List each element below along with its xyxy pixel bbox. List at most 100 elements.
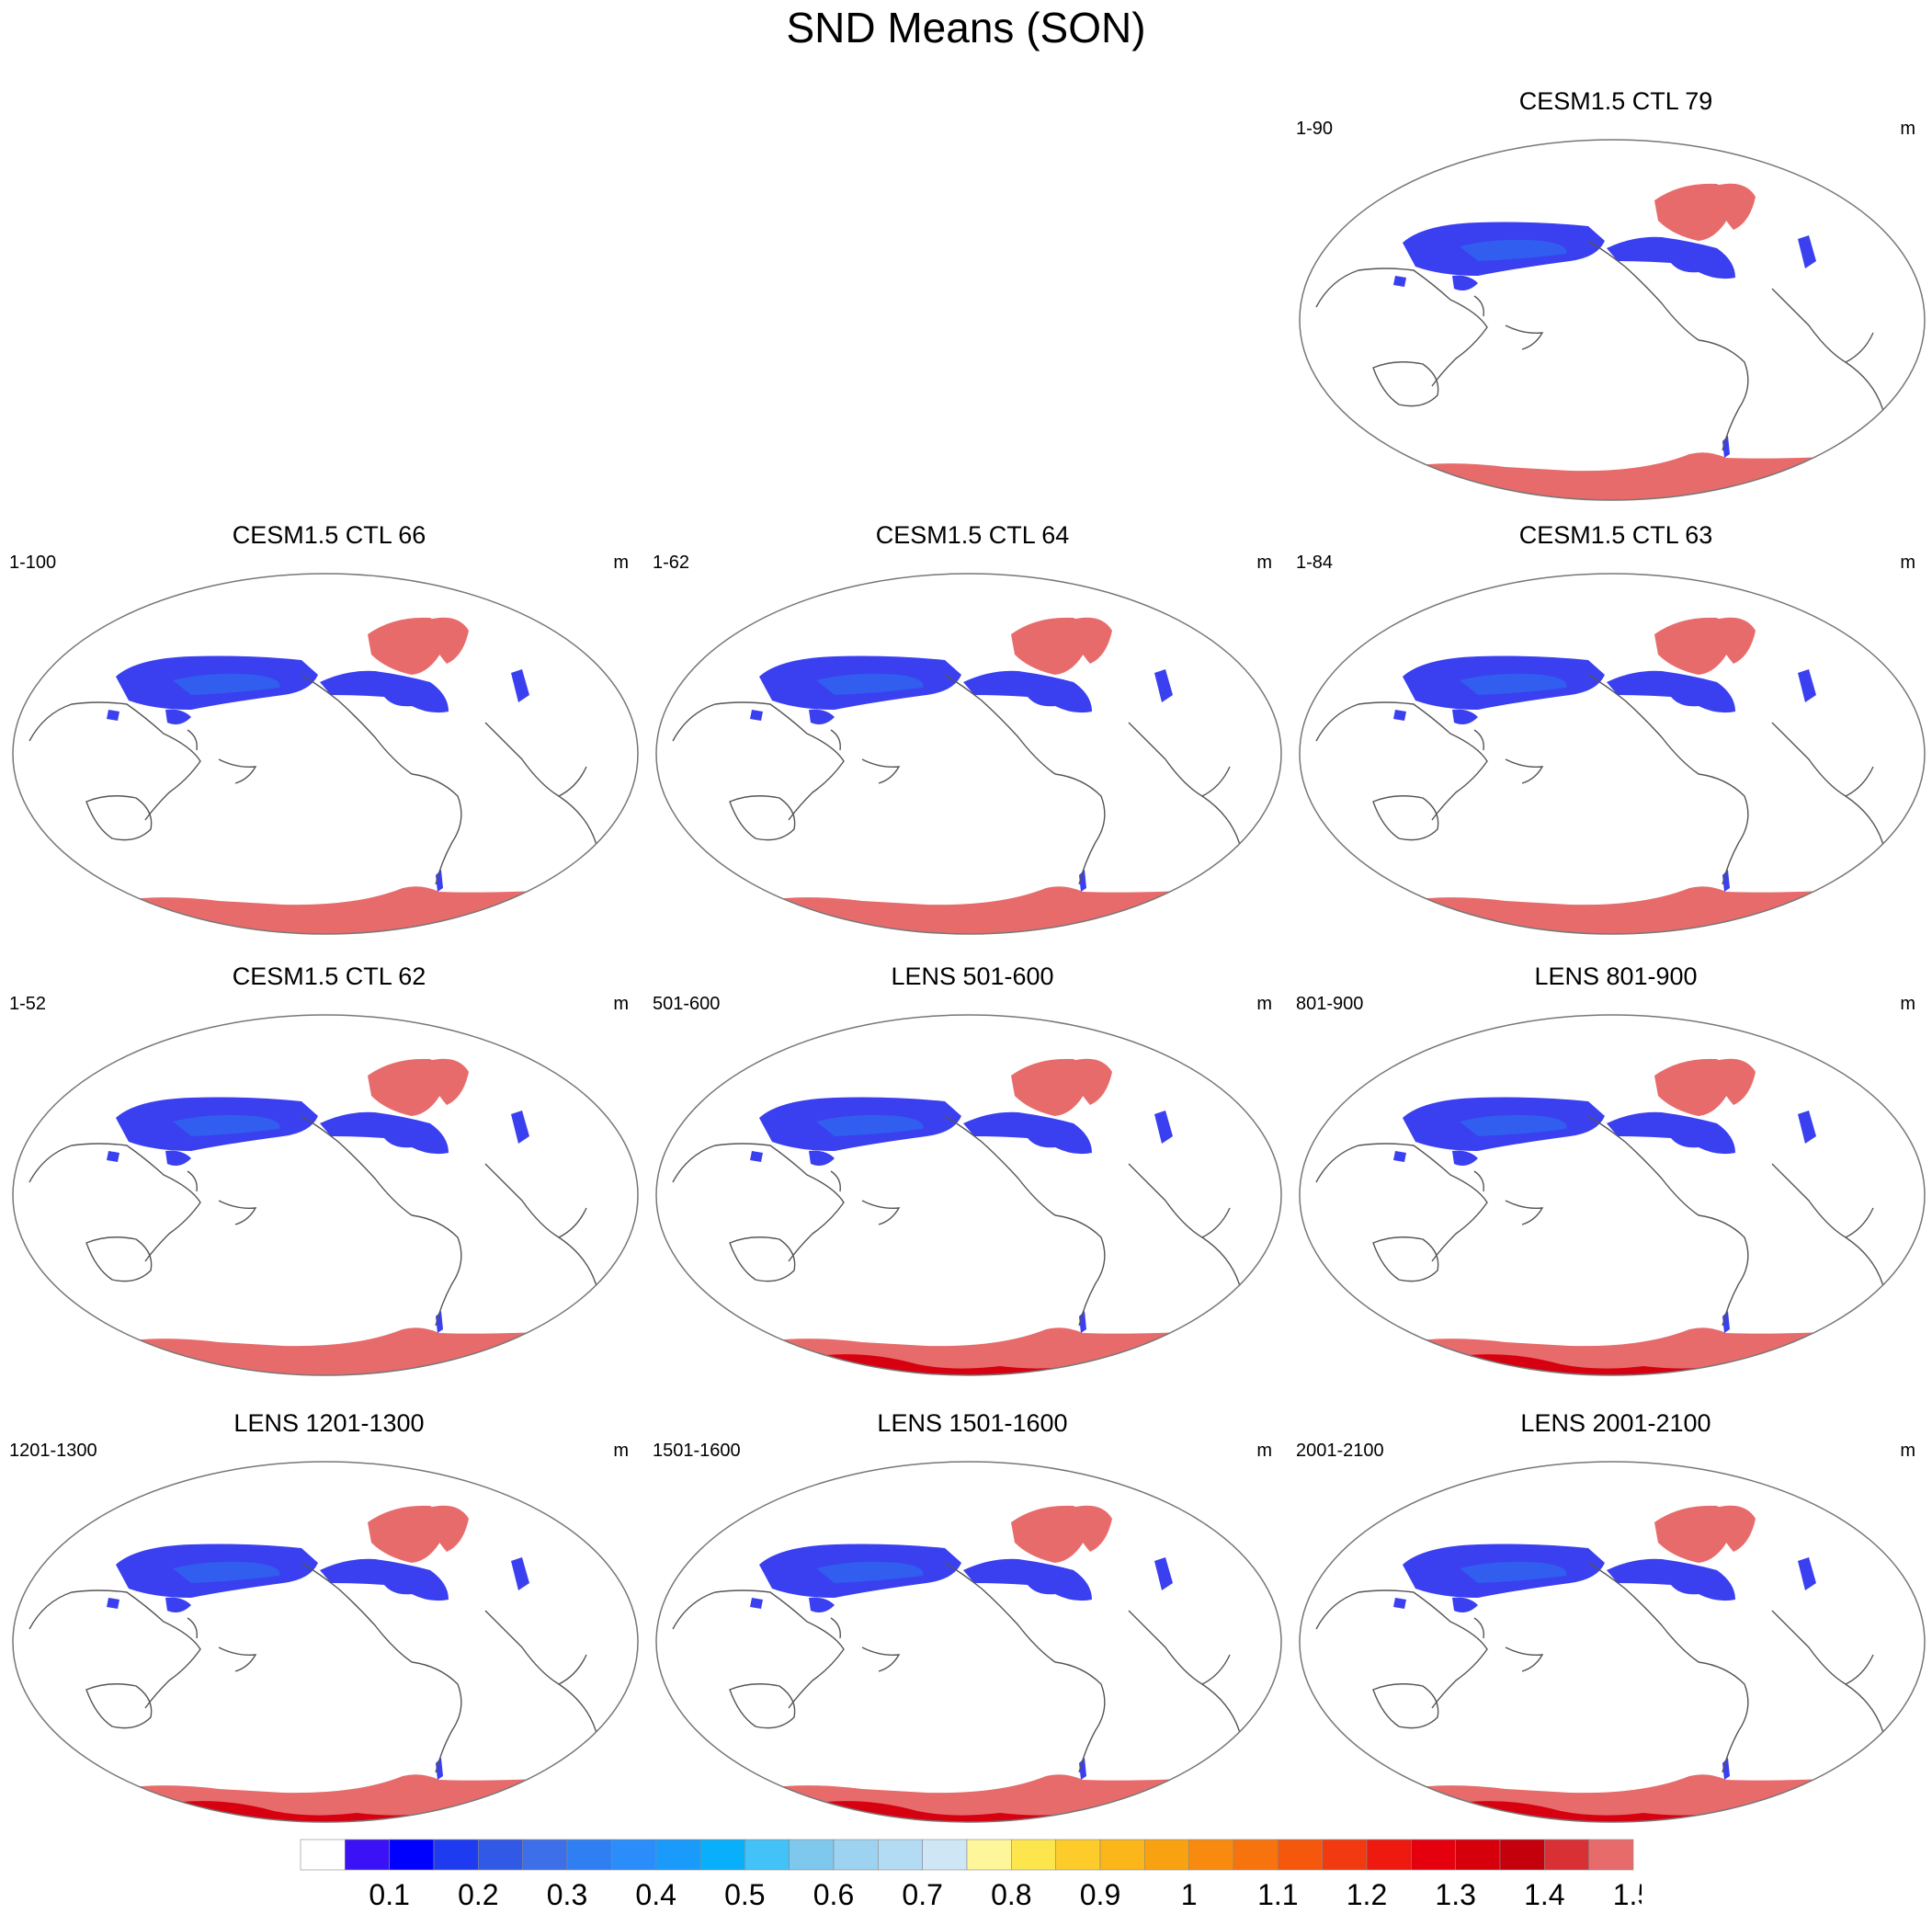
eurasia-snow-core (1460, 1561, 1567, 1583)
panel-unit: m (1900, 1441, 1915, 1461)
panel-year-range: 1-62 (653, 553, 690, 573)
antarctica-region (13, 1327, 638, 1375)
colorbar-swatch (566, 1839, 612, 1871)
coastline (85, 1683, 153, 1729)
world-map (1299, 1014, 1926, 1376)
coastline (1505, 1646, 1544, 1672)
panel-unit: m (1900, 994, 1915, 1014)
coastline (1473, 1170, 1484, 1192)
panel-year-range: 501-600 (653, 994, 721, 1014)
world-map (655, 1014, 1282, 1376)
antarctica-deep-region (1423, 1354, 1809, 1375)
north-america-snow-region (963, 670, 1092, 713)
colorbar-swatch (1144, 1839, 1189, 1871)
tibet-snow-region (1452, 1597, 1478, 1612)
coastline (1587, 1562, 1699, 1663)
world-map (655, 573, 1282, 935)
colorbar-swatch (966, 1839, 1012, 1871)
coastline (672, 1589, 845, 1709)
coastline (1473, 1617, 1484, 1639)
coastline (558, 795, 601, 889)
andes-snow-spot (1079, 1758, 1086, 1780)
panel-title: LENS 2001-2100 (1520, 1409, 1711, 1437)
coastline (1201, 795, 1244, 889)
panel-year-range: 1-52 (9, 994, 47, 1014)
eurasia-snow-core (816, 673, 924, 695)
panel-title: LENS 801-900 (1534, 963, 1698, 990)
greenland-region (428, 1058, 469, 1105)
eurasia-snow-core (1460, 1114, 1567, 1136)
central-asia-snow-spot (750, 1151, 763, 1162)
tibet-snow-region (809, 1597, 835, 1612)
greenland-region (1715, 1505, 1756, 1552)
panel-year-range: 1501-1600 (653, 1441, 741, 1461)
coastline (1128, 1163, 1231, 1238)
colorbar-swatch (1278, 1839, 1323, 1871)
tibet-snow-region (165, 709, 191, 724)
tibet-snow-region (1452, 275, 1478, 291)
coastline (1845, 361, 1888, 455)
andes-snow-spot (1722, 870, 1730, 892)
colorbar-label: 1.4 (1524, 1878, 1564, 1911)
map-panel: CESM1.5 CTL 64 1-62 m (651, 520, 1294, 952)
antarctica-region (1300, 452, 1925, 500)
arctic-archipelago-region (1654, 183, 1731, 241)
coastline (1771, 722, 1874, 797)
andes-snow-spot (1722, 1311, 1730, 1333)
colorbar-swatch (833, 1839, 879, 1871)
scandinavia-snow-region (511, 669, 529, 702)
coastline (1698, 1661, 1749, 1773)
andes-snow-spot (436, 1758, 443, 1780)
central-asia-snow-spot (750, 710, 763, 721)
coastline (484, 722, 587, 797)
arctic-archipelago-region (1011, 617, 1087, 675)
central-asia-snow-spot (750, 1598, 763, 1609)
panel-title: CESM1.5 CTL 64 (875, 521, 1070, 549)
coastline (944, 674, 1056, 775)
arctic-archipelago-region (368, 617, 444, 675)
scandinavia-snow-region (1154, 669, 1173, 702)
greenland-region (428, 1505, 469, 1552)
colorbar: 0.1 0.2 0.3 0.4 0.5 0.6 0.7 0.8 0.9 1 1.1 1.2 1.3 1.4… (300, 1839, 1642, 1911)
coastline (411, 1661, 462, 1773)
tibet-snow-region (809, 709, 835, 724)
figure-title: SND Means (SON) (786, 4, 1146, 51)
central-asia-snow-spot (107, 710, 119, 721)
coastline (484, 1163, 587, 1238)
scandinavia-snow-region (1798, 669, 1816, 702)
panel-unit: m (1256, 1441, 1272, 1461)
andes-snow-spot (1079, 1311, 1086, 1333)
coastline (558, 1683, 601, 1777)
central-asia-snow-spot (1393, 1598, 1406, 1609)
map-border (12, 573, 639, 935)
colorbar-label: 1.3 (1435, 1878, 1475, 1911)
coastline (1201, 1236, 1244, 1330)
coastline (187, 1170, 198, 1192)
arctic-archipelago-region (1011, 1058, 1087, 1116)
north-america-snow-region (1607, 1558, 1735, 1601)
scandinavia-snow-region (1798, 235, 1816, 268)
map-border (655, 573, 1282, 935)
coastline (218, 1200, 257, 1225)
coastline (187, 1617, 198, 1639)
coastline (1505, 758, 1544, 784)
scandinavia-snow-region (1154, 1111, 1173, 1144)
arctic-archipelago-region (1011, 1505, 1087, 1563)
arctic-archipelago-region (1654, 617, 1731, 675)
scandinavia-snow-region (511, 1557, 529, 1590)
coastline (1315, 1143, 1488, 1262)
world-map (655, 1461, 1282, 1823)
andes-snow-spot (436, 870, 443, 892)
coastline (1845, 795, 1888, 889)
tibet-snow-region (1452, 1150, 1478, 1166)
greenland-region (1715, 183, 1756, 230)
map-border (655, 1014, 1282, 1376)
coastline (1372, 1236, 1439, 1282)
panel-year-range: 801-900 (1296, 994, 1364, 1014)
coastline (1771, 288, 1874, 363)
coastline (672, 701, 845, 821)
panel-year-range: 1-84 (1296, 553, 1334, 573)
coastline (1054, 773, 1106, 885)
antarctica-region (656, 1774, 1281, 1822)
coastline (1845, 1236, 1888, 1330)
